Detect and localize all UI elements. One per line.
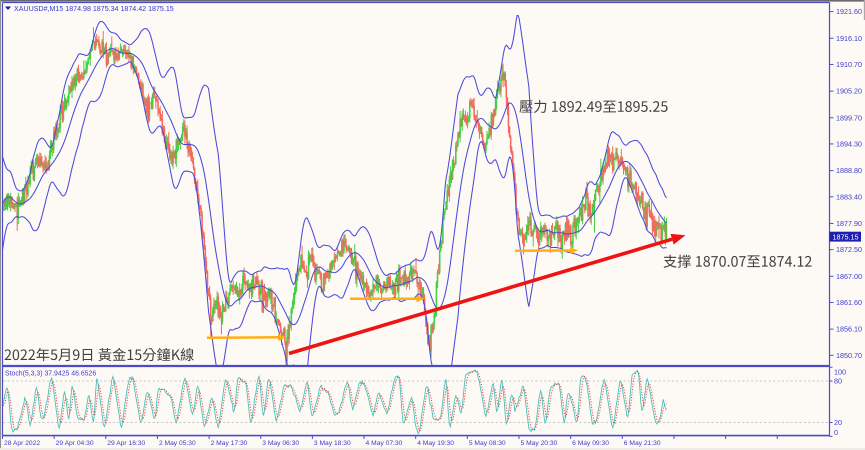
svg-text:28 Apr 2022: 28 Apr 2022 (4, 440, 40, 447)
svg-text:80: 80 (834, 377, 842, 386)
svg-text:2 May 17:30: 2 May 17:30 (211, 440, 248, 447)
svg-text:1910.70: 1910.70 (836, 60, 862, 69)
svg-text:1861.60: 1861.60 (836, 298, 862, 307)
svg-text:4 May 19:30: 4 May 19:30 (417, 440, 454, 447)
svg-text:1867.00: 1867.00 (836, 272, 862, 281)
svg-text:3 May 18:30: 3 May 18:30 (314, 440, 351, 447)
svg-text:1875.15: 1875.15 (833, 233, 859, 242)
svg-text:1877.90: 1877.90 (836, 219, 862, 228)
svg-text:29 Apr 04:30: 29 Apr 04:30 (56, 440, 94, 447)
svg-text:3 May 06:30: 3 May 06:30 (262, 440, 299, 447)
svg-text:4 May 07:30: 4 May 07:30 (366, 440, 403, 447)
svg-text:2 May 05:30: 2 May 05:30 (159, 440, 196, 447)
svg-text:1905.20: 1905.20 (836, 87, 862, 96)
svg-text:1883.40: 1883.40 (836, 192, 862, 201)
svg-text:1850.70: 1850.70 (836, 351, 862, 360)
svg-text:5 May 20:30: 5 May 20:30 (521, 440, 558, 447)
svg-text:1921.60: 1921.60 (836, 7, 862, 16)
svg-text:20: 20 (834, 418, 842, 427)
svg-text:1899.70: 1899.70 (836, 113, 862, 122)
svg-text:6 May 21:30: 6 May 21:30 (624, 440, 661, 447)
svg-text:XAUUSD#,M15 1874.98 1875.34 1: XAUUSD#,M15 1874.98 1875.34 1874.42 1875… (14, 5, 174, 13)
svg-text:29 Apr 16:30: 29 Apr 16:30 (107, 440, 145, 447)
svg-text:5 May 08:30: 5 May 08:30 (469, 440, 506, 447)
svg-text:6 May 09:30: 6 May 09:30 (572, 440, 609, 447)
svg-text:1856.10: 1856.10 (836, 325, 862, 334)
svg-text:1872.50: 1872.50 (836, 245, 862, 254)
svg-text:1888.80: 1888.80 (836, 166, 862, 175)
svg-text:0: 0 (834, 428, 838, 437)
svg-text:1894.30: 1894.30 (836, 139, 862, 148)
svg-text:1916.10: 1916.10 (836, 34, 862, 43)
svg-text:100: 100 (834, 367, 846, 376)
svg-text:Stoch(5,3,3) 37.9425 46.6526: Stoch(5,3,3) 37.9425 46.6526 (5, 371, 96, 378)
